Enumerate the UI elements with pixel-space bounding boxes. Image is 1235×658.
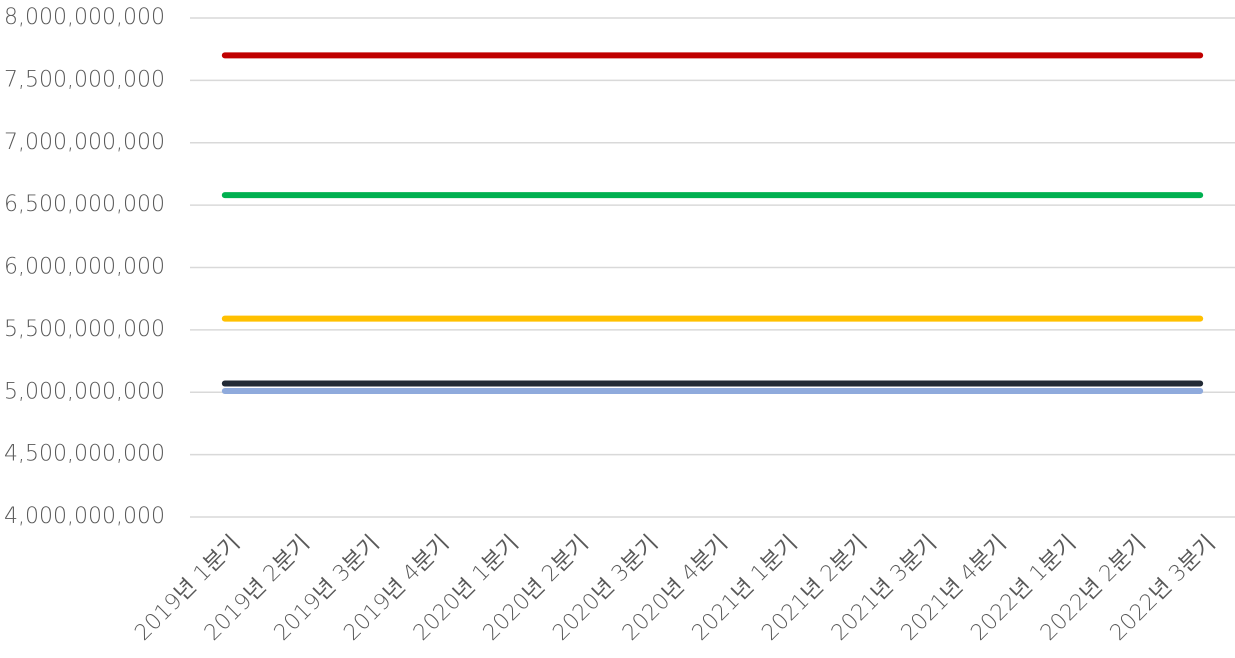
y-tick-label: 6,000,000,000	[4, 255, 165, 280]
y-tick-label: 5,500,000,000	[4, 317, 165, 342]
y-tick-label: 8,000,000,000	[4, 5, 165, 30]
y-tick-label: 4,500,000,000	[4, 442, 165, 467]
y-tick-label: 7,000,000,000	[4, 130, 165, 155]
y-tick-label: 5,000,000,000	[4, 379, 165, 404]
y-tick-label: 6,500,000,000	[4, 192, 165, 217]
y-tick-label: 4,000,000,000	[4, 504, 165, 529]
y-tick-label: 7,500,000,000	[4, 67, 165, 92]
